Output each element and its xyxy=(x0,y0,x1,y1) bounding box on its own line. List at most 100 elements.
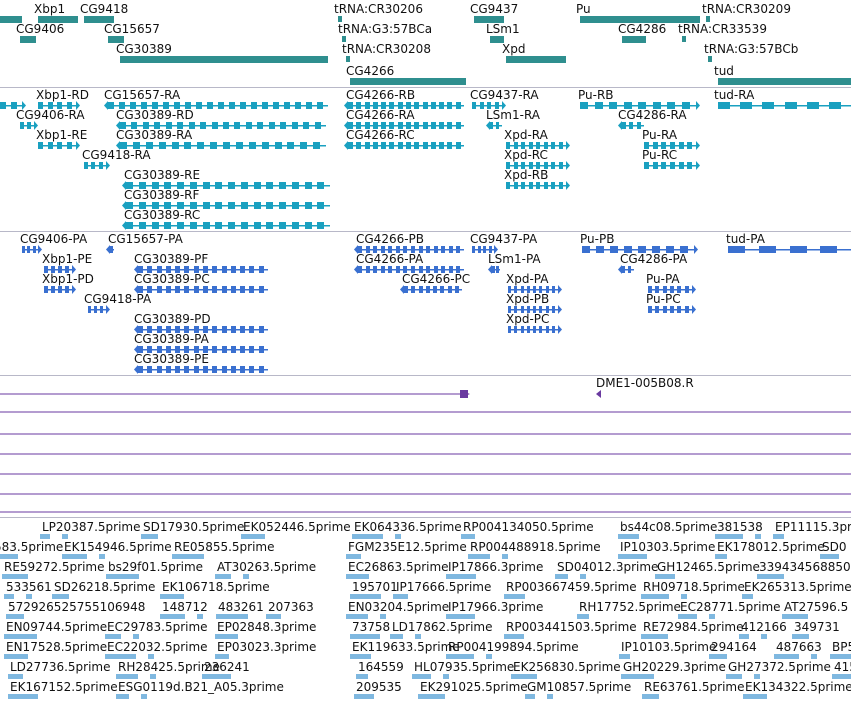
est-glyph[interactable] xyxy=(504,634,524,639)
feature-label[interactable]: SD04012.3prime xyxy=(557,560,659,574)
est-glyph[interactable] xyxy=(504,594,525,599)
feature-label[interactable]: EK256830.5prime xyxy=(513,660,621,674)
est-glyph[interactable] xyxy=(390,634,403,639)
feature-label[interactable]: EK106718.5prime xyxy=(162,580,270,594)
feature-label[interactable]: CG4266-RC xyxy=(346,128,415,142)
transcript-glyph[interactable] xyxy=(134,265,272,275)
est-glyph[interactable] xyxy=(116,674,138,679)
transcript-glyph[interactable] xyxy=(116,121,330,131)
feature-label[interactable]: HL07935.5prime xyxy=(414,660,515,674)
feature-label[interactable]: EN09744.5prime xyxy=(6,620,108,634)
est-glyph[interactable] xyxy=(26,594,32,599)
gene-glyph[interactable] xyxy=(506,56,566,63)
feature-label[interactable]: 583.5prime xyxy=(0,540,64,554)
est-glyph[interactable] xyxy=(62,554,87,559)
est-glyph[interactable] xyxy=(0,554,18,559)
est-glyph[interactable] xyxy=(502,554,508,559)
est-glyph[interactable] xyxy=(216,614,248,619)
transcript-glyph[interactable] xyxy=(84,305,110,315)
feature-label[interactable]: 294164 xyxy=(711,640,757,654)
gene-glyph[interactable] xyxy=(718,78,851,85)
transcript-glyph[interactable] xyxy=(354,265,468,275)
est-glyph[interactable] xyxy=(743,694,767,699)
feature-label[interactable]: Xpd-PA xyxy=(506,272,549,286)
feature-label[interactable]: CG4286-PA xyxy=(620,252,688,266)
feature-label[interactable]: 339434568850 xyxy=(759,560,851,574)
transcript-glyph[interactable] xyxy=(104,101,332,111)
feature-label[interactable]: Pu-RC xyxy=(642,148,678,162)
transcript-glyph[interactable] xyxy=(618,121,648,131)
transcript-glyph[interactable] xyxy=(488,265,504,275)
est-glyph[interactable] xyxy=(133,634,139,639)
gene-glyph[interactable] xyxy=(346,56,350,62)
gene-glyph[interactable] xyxy=(84,16,114,23)
feature-label[interactable]: bs44c08.5prime xyxy=(620,520,718,534)
est-glyph[interactable] xyxy=(6,614,24,619)
gene-glyph[interactable] xyxy=(20,36,36,43)
transcript-track-protein[interactable]: CG9406-PA CG15657-PA Xbp1-PE Xbp1-PD CG30389… xyxy=(0,232,851,376)
gene-glyph[interactable] xyxy=(108,36,124,43)
est-track[interactable]: LP20387.5prime SD17930.5prime EK052446.5pr… xyxy=(0,518,851,703)
feature-label[interactable]: GH27372.5prime xyxy=(728,660,831,674)
transcript-glyph[interactable] xyxy=(400,285,466,295)
est-glyph[interactable] xyxy=(715,534,743,539)
feature-label[interactable]: CG15657-PA xyxy=(108,232,183,246)
transcript-glyph[interactable] xyxy=(344,121,468,131)
est-glyph[interactable] xyxy=(754,674,760,679)
est-glyph[interactable] xyxy=(52,594,69,599)
feature-label[interactable]: Xpd-PB xyxy=(506,292,550,306)
gene-glyph[interactable] xyxy=(474,16,504,23)
est-glyph[interactable] xyxy=(468,554,490,559)
feature-label[interactable]: CG9437-RA xyxy=(470,88,539,102)
feature-label[interactable]: Xbp1-PD xyxy=(42,272,94,286)
est-glyph[interactable] xyxy=(681,594,687,599)
transcript-glyph[interactable] xyxy=(134,285,272,295)
transcript-glyph[interactable] xyxy=(354,245,468,255)
feature-label[interactable]: RP003667459.5prime xyxy=(506,580,637,594)
gene-glyph[interactable] xyxy=(682,36,686,42)
est-glyph[interactable] xyxy=(141,694,147,699)
gene-glyph[interactable] xyxy=(708,56,712,62)
feature-label[interactable]: CG15657-RA xyxy=(104,88,181,102)
est-glyph[interactable] xyxy=(105,634,121,639)
feature-label[interactable]: FGM235E12.5prime xyxy=(348,540,467,554)
feature-label[interactable]: RP004134050.5prime xyxy=(463,520,594,534)
feature-label[interactable]: EK134322.5prime xyxy=(745,680,851,694)
feature-label[interactable]: CG30389-PE xyxy=(134,352,209,366)
feature-label[interactable]: Xbp1-RE xyxy=(36,128,88,142)
est-glyph[interactable] xyxy=(2,574,28,579)
est-glyph[interactable] xyxy=(105,654,136,659)
feature-label[interactable]: RH09718.5prime xyxy=(643,580,745,594)
feature-label[interactable]: EK167152.5prime xyxy=(10,680,118,694)
est-glyph[interactable] xyxy=(150,674,156,679)
est-glyph[interactable] xyxy=(380,614,386,619)
feature-label[interactable]: tRNA:CR30209 xyxy=(702,2,791,16)
feature-label[interactable]: Xbp1-RD xyxy=(36,88,89,102)
feature-label[interactable]: CG4286 xyxy=(618,22,667,36)
est-glyph[interactable] xyxy=(106,574,139,579)
feature-label[interactable]: Xpd-RB xyxy=(504,168,549,182)
est-glyph[interactable] xyxy=(580,574,586,579)
feature-label[interactable]: CG30389-PC xyxy=(134,272,210,286)
est-glyph[interactable] xyxy=(99,554,105,559)
transcript-glyph[interactable] xyxy=(122,221,334,231)
est-glyph[interactable] xyxy=(346,574,369,579)
feature-label[interactable]: LSm1-PA xyxy=(488,252,541,266)
gene-glyph[interactable] xyxy=(580,16,700,23)
transcript-glyph[interactable] xyxy=(34,141,80,151)
transcript-glyph[interactable] xyxy=(134,325,272,335)
feature-label[interactable]: tud-RA xyxy=(714,88,755,102)
feature-label[interactable]: 483261 xyxy=(218,600,264,614)
est-glyph[interactable] xyxy=(346,614,368,619)
est-glyph[interactable] xyxy=(394,594,408,599)
feature-label[interactable]: 236241 xyxy=(204,660,250,674)
transcript-glyph[interactable] xyxy=(644,305,696,315)
feature-label[interactable]: DME1-005B08.R xyxy=(596,376,694,390)
est-glyph[interactable] xyxy=(830,654,851,659)
transcript-glyph[interactable] xyxy=(344,101,468,111)
transcript-glyph[interactable] xyxy=(18,245,42,255)
feature-label[interactable]: tRNA:G3:57BCb xyxy=(704,42,799,56)
clone-track[interactable]: DME1-005B08.R xyxy=(0,376,851,518)
gene-glyph[interactable] xyxy=(350,78,466,85)
feature-label[interactable]: CG30389-RD xyxy=(116,108,194,122)
